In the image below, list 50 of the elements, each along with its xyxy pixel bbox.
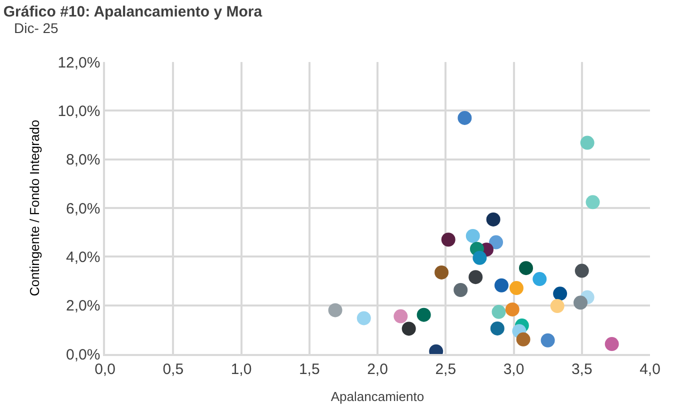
point (489, 235, 504, 250)
point (505, 302, 520, 316)
y-tick-label: 6,0% (66, 200, 100, 218)
x-axis-title: Apalancamiento (330, 388, 424, 404)
x-tick-label: 1,0 (230, 360, 252, 378)
point (458, 110, 472, 125)
point (441, 232, 456, 247)
point (550, 299, 564, 314)
x-tick-label: 1,5 (298, 360, 320, 378)
point (540, 333, 555, 348)
chart-subtitle: Dic- 25 (14, 20, 59, 36)
point (402, 322, 416, 336)
x-tick-label: 2,0 (367, 360, 388, 378)
chart-title: Gráfico #10: Apalancamiento y Mora (3, 4, 263, 21)
point (434, 265, 449, 280)
x-tick-label: 0,0 (94, 360, 116, 378)
x-tick-label: 3,5 (571, 360, 592, 378)
y-tick-label: 12,0% (58, 54, 100, 72)
point (486, 212, 500, 226)
point (509, 281, 524, 296)
y-tick-label: 4,0% (66, 248, 100, 266)
y-tick-label: 8,0% (66, 152, 100, 169)
point (574, 264, 589, 278)
point (492, 304, 506, 319)
x-tick-label: 2,5 (435, 360, 456, 378)
point (466, 228, 480, 243)
point (532, 272, 547, 286)
x-tick-label: 4,0 (640, 360, 660, 378)
y-tick-label: 0,0% (66, 346, 100, 364)
point (468, 270, 483, 284)
point (356, 311, 371, 326)
point (416, 308, 431, 322)
point (494, 278, 508, 292)
point (580, 136, 594, 150)
point (490, 321, 504, 336)
point (472, 250, 487, 265)
x-tick-label: 0,5 (162, 360, 184, 378)
point (604, 337, 619, 352)
point (454, 283, 468, 297)
point (516, 332, 530, 346)
x-tick-label: 3,0 (503, 360, 524, 378)
point (519, 261, 534, 276)
point (328, 303, 342, 318)
point (586, 195, 600, 210)
y-tick-label: 2,0% (66, 298, 100, 315)
point (574, 296, 588, 310)
y-axis-title: Contingente / Fondo Integrado (27, 120, 42, 296)
point (553, 286, 568, 301)
y-tick-label: 10,0% (58, 102, 100, 120)
point (394, 309, 408, 324)
